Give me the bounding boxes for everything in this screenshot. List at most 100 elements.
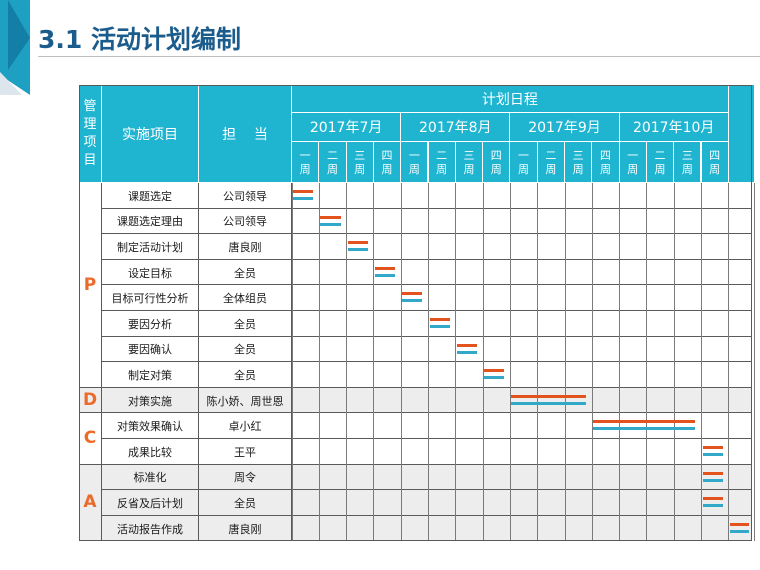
header-week: 二 周 — [428, 142, 456, 183]
header-month: 2017年10月 — [619, 113, 729, 142]
week-gridline — [373, 183, 375, 542]
week-gridline — [346, 183, 348, 542]
week-gridline — [591, 183, 593, 542]
table-row — [102, 234, 752, 260]
header-week: 四 周 — [701, 142, 729, 183]
plan-bar — [702, 497, 723, 501]
phase-label: P — [79, 183, 102, 388]
task-owner: 全体组员 — [199, 285, 292, 311]
task-name: 课题选定 — [102, 183, 199, 209]
week-gridline — [564, 183, 566, 542]
week-gridline — [619, 183, 621, 542]
header-week: 四 周 — [373, 142, 402, 183]
table-row — [102, 387, 752, 414]
header-week: 一 周 — [401, 142, 429, 183]
table-row — [102, 337, 752, 363]
task-name: 对策效果确认 — [102, 413, 199, 439]
plan-bar — [593, 420, 696, 424]
header-week: 三 周 — [674, 142, 702, 183]
task-name: 课题选定理由 — [102, 208, 199, 235]
plan-bar — [729, 522, 749, 526]
plan-bar — [347, 241, 368, 245]
header-month: 2017年9月 — [510, 113, 620, 142]
task-owner: 公司领导 — [199, 183, 292, 209]
task-name: 活动报告作成 — [102, 515, 199, 542]
header-week: 一 周 — [619, 142, 647, 183]
task-name: 反省及后计划 — [102, 490, 199, 516]
week-gridline — [318, 183, 320, 542]
plan-bar — [293, 190, 314, 193]
header-week: 二 周 — [646, 142, 675, 183]
actual-bar — [456, 350, 478, 354]
task-name: 要因分析 — [102, 311, 199, 337]
week-gridline — [646, 183, 648, 542]
task-name: 标准化 — [102, 464, 199, 491]
table-row — [102, 183, 752, 209]
task-owner: 王平 — [199, 439, 292, 465]
week-gridline — [509, 183, 511, 542]
actual-bar — [429, 325, 450, 328]
week-gridline — [428, 183, 429, 542]
task-owner: 全员 — [199, 336, 292, 363]
gantt-chart: 管 理 项 目实施项目担 当计划日程 2017年7月一 周二 周三 周四 周 201… — [79, 85, 756, 546]
actual-bar — [702, 504, 723, 508]
header-month: 2017年8月 — [401, 113, 511, 142]
header-tail-column — [728, 85, 755, 183]
week-gridline — [754, 183, 756, 542]
week-gridline — [701, 183, 702, 542]
table-row — [102, 413, 752, 439]
phase-label: D — [79, 387, 102, 414]
plan-bar — [456, 343, 478, 347]
table-row — [102, 439, 752, 465]
task-owner: 全员 — [199, 259, 292, 286]
header-schedule: 计划日程 — [292, 85, 729, 113]
plan-bar — [429, 318, 450, 321]
week-gridline — [482, 183, 484, 542]
title-divider — [38, 56, 760, 57]
task-owner: 周令 — [199, 464, 292, 491]
plan-bar — [702, 446, 723, 449]
week-gridline — [537, 183, 539, 542]
phase-label: A — [79, 464, 102, 542]
week-gridline — [291, 183, 293, 542]
header-week: 四 周 — [483, 142, 511, 183]
actual-bar — [511, 401, 587, 405]
task-owner: 公司领导 — [199, 208, 292, 235]
actual-bar — [593, 427, 696, 431]
actual-bar — [374, 273, 396, 277]
header-manage-item: 管 理 项 目 — [79, 85, 102, 183]
header-week: 二 周 — [319, 142, 347, 183]
plan-bar — [374, 266, 396, 270]
task-name: 设定目标 — [102, 259, 199, 286]
task-owner: 全员 — [199, 490, 292, 516]
header-owner: 担 当 — [199, 85, 292, 183]
task-owner: 唐良刚 — [199, 234, 292, 260]
table-row — [102, 311, 752, 337]
week-gridline — [673, 183, 675, 542]
header-week: 四 周 — [592, 142, 620, 183]
table-row — [102, 260, 752, 286]
task-name: 制定对策 — [102, 362, 199, 388]
actual-bar — [293, 197, 314, 200]
task-name: 要因确认 — [102, 336, 199, 363]
actual-bar — [702, 478, 723, 482]
header-week: 三 周 — [455, 142, 484, 183]
week-gridline — [728, 183, 730, 542]
actual-bar — [484, 376, 505, 380]
task-owner: 卓小红 — [199, 413, 292, 439]
phase-label: C — [79, 413, 102, 465]
header-week: 三 周 — [565, 142, 593, 183]
actual-bar — [347, 248, 368, 252]
table-row — [102, 464, 752, 491]
week-gridline — [400, 183, 402, 542]
header-week: 一 周 — [292, 142, 320, 183]
plan-bar — [702, 471, 723, 475]
task-owner: 全员 — [199, 311, 292, 337]
task-name: 成果比较 — [102, 439, 199, 465]
decorative-corner-shapes — [0, 0, 30, 95]
header-week: 二 周 — [537, 142, 565, 183]
table-row — [102, 209, 752, 235]
task-owner: 全员 — [199, 362, 292, 388]
header-week: 一 周 — [510, 142, 538, 183]
header-implementation-item: 实施项目 — [102, 85, 199, 183]
